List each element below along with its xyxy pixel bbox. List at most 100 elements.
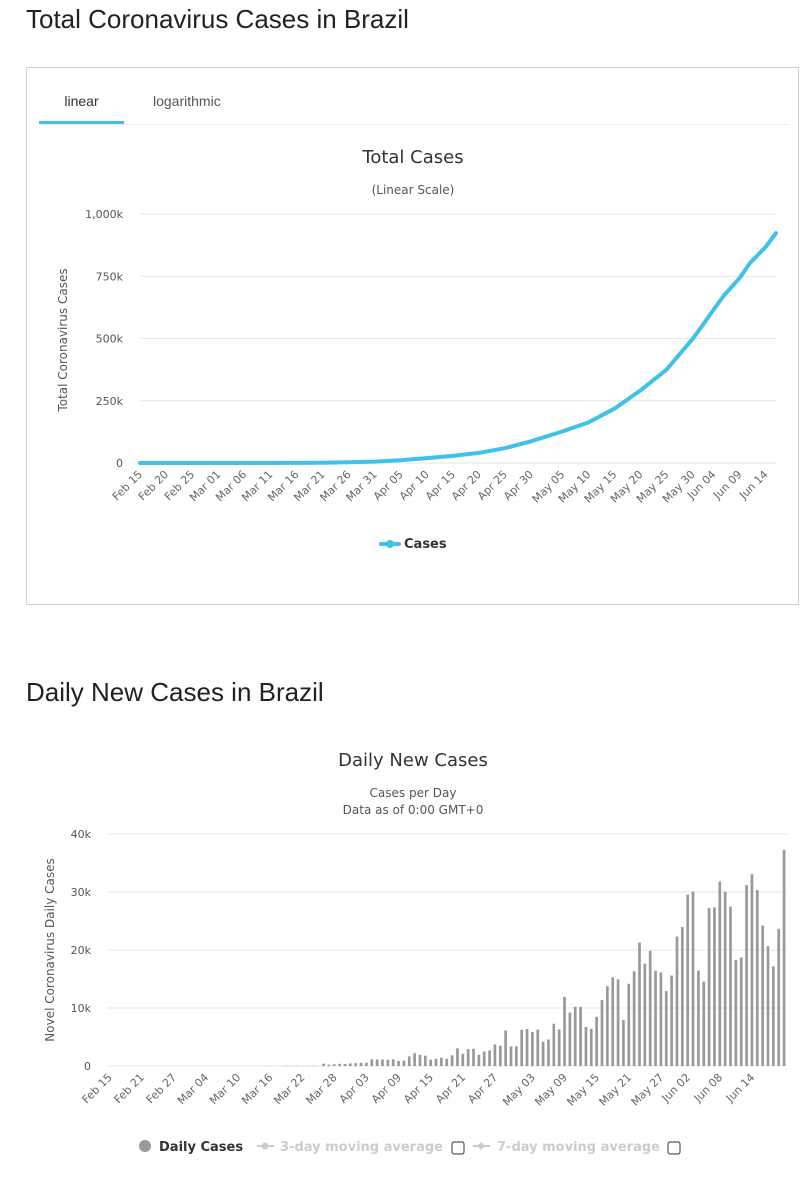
bar[interactable] [375,1059,379,1066]
bar[interactable] [450,1055,454,1066]
chart-subtitle-date: Data as of 0:00 GMT+0 [343,803,484,817]
bar[interactable] [568,1012,572,1066]
bar[interactable] [349,1063,352,1066]
bar[interactable] [643,963,647,1066]
bar[interactable] [386,1059,390,1066]
bar[interactable] [354,1063,358,1066]
bar[interactable] [332,1064,336,1066]
bar[interactable] [322,1063,325,1066]
legend-label: Cases [404,537,447,552]
bar[interactable] [686,894,690,1066]
bar[interactable] [547,1039,550,1066]
bar[interactable] [338,1063,341,1066]
bar[interactable] [515,1046,518,1066]
checkbox-3day[interactable] [451,1141,465,1155]
bar[interactable] [413,1053,416,1066]
bar[interactable] [365,1062,368,1066]
bar[interactable] [557,1029,561,1066]
bar[interactable] [638,942,641,1066]
bar[interactable] [573,1006,577,1066]
x-tick-label: May 03 [500,1071,538,1109]
bar[interactable] [343,1063,347,1066]
bar[interactable] [611,977,615,1066]
bar[interactable] [445,1058,449,1066]
bar[interactable] [750,874,754,1066]
bar[interactable] [659,972,663,1066]
bar[interactable] [434,1058,438,1066]
legend-cases[interactable]: Cases [379,537,447,552]
bar[interactable] [525,1028,529,1066]
bar[interactable] [509,1046,513,1066]
bar[interactable] [664,991,668,1066]
tab-logarithmic[interactable]: logarithmic [153,93,221,109]
bar[interactable] [782,849,786,1066]
bar[interactable] [718,881,722,1066]
bar[interactable] [734,959,738,1066]
legend-3day-average[interactable]: 3-day moving average [257,1140,465,1155]
bar[interactable] [739,957,743,1066]
bar[interactable] [632,971,636,1067]
tab-linear[interactable]: linear [39,90,124,124]
bar[interactable] [713,907,716,1066]
bar[interactable] [766,946,770,1066]
bar[interactable] [552,1023,556,1066]
bar[interactable] [477,1054,481,1066]
bar[interactable] [418,1054,422,1066]
bar[interactable] [429,1059,433,1066]
bar[interactable] [440,1057,443,1066]
bar[interactable] [670,975,673,1066]
bar[interactable] [584,1026,588,1066]
bar[interactable] [680,927,684,1066]
bar[interactable] [654,970,657,1066]
legend-7day-average[interactable]: 7-day moving average [473,1140,681,1155]
bar[interactable] [520,1029,524,1066]
bar[interactable] [723,891,727,1066]
bar[interactable] [595,1016,598,1066]
bar[interactable] [456,1048,459,1066]
bar[interactable] [359,1062,363,1066]
bar[interactable] [707,907,711,1066]
bar[interactable] [391,1059,395,1066]
bar[interactable] [745,885,748,1066]
legend-daily-cases[interactable]: Daily Cases [139,1140,243,1155]
bar[interactable] [381,1059,384,1066]
bar[interactable] [606,986,609,1066]
bar[interactable] [772,966,775,1066]
bar[interactable] [423,1055,427,1066]
bar[interactable] [472,1048,475,1066]
bar[interactable] [397,1061,400,1066]
bar[interactable] [616,979,620,1066]
bar[interactable] [761,925,764,1066]
bar[interactable] [729,906,732,1066]
bar[interactable] [563,996,566,1066]
bar[interactable] [536,1029,540,1066]
bar[interactable] [488,1050,491,1066]
bar[interactable] [589,1028,593,1066]
bar[interactable] [370,1059,374,1066]
bar[interactable] [531,1032,534,1066]
bar[interactable] [691,891,695,1066]
bar[interactable] [541,1041,545,1066]
bar[interactable] [627,983,631,1066]
bar[interactable] [504,1030,507,1066]
bar[interactable] [466,1049,470,1066]
x-tick-label: Feb 15 [79,1071,114,1106]
bar[interactable] [579,1006,582,1067]
bar[interactable] [600,999,604,1066]
bar[interactable] [777,928,781,1066]
bar[interactable] [697,970,700,1066]
bar[interactable] [493,1044,497,1066]
legend-label: 7-day moving average [497,1140,660,1155]
bar[interactable] [482,1051,486,1066]
bar[interactable] [402,1060,406,1066]
bar[interactable] [327,1064,331,1066]
bar[interactable] [407,1056,411,1066]
bar[interactable] [702,981,706,1066]
bar[interactable] [622,1019,625,1066]
bar[interactable] [755,889,759,1066]
bar[interactable] [498,1045,502,1066]
checkbox-7day[interactable] [667,1141,681,1155]
bar[interactable] [461,1053,465,1066]
bar[interactable] [648,950,652,1066]
bar[interactable] [675,936,679,1066]
